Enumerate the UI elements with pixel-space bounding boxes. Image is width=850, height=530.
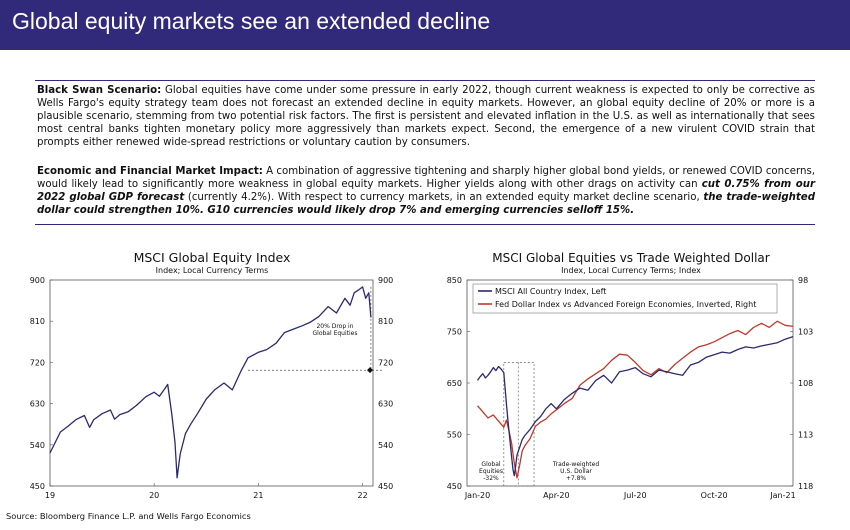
chart1-y-left-tick-4: 810	[30, 317, 45, 326]
chart1-y-left-tick-1: 540	[30, 441, 45, 450]
chart1-y-left-tick-2: 630	[30, 400, 45, 409]
chart1-y-right-tick-4: 810	[378, 317, 393, 326]
chart2-annotation-left-line-2: Equities	[479, 468, 503, 475]
chart1-y-right-tick-1: 540	[378, 441, 393, 450]
chart1-annotation-line-2: Global Equities	[313, 330, 358, 337]
chart1-series-line-0	[49, 286, 372, 479]
chart2-x-axis: Jan-20 Apr-20 Jul-20 Oct-20 Jan-21	[464, 491, 796, 500]
chart2-series-line-1	[477, 320, 794, 479]
paragraph-market-impact-body1: A combination of aggressive tightening a…	[37, 166, 815, 191]
chart1-x-tick-0: 19	[45, 491, 55, 500]
chart2-annotation-right-line-3: +7.8%	[566, 475, 587, 482]
chart-msci-global-equity: MSCI Global Equity Index Index; Local Cu…	[30, 250, 394, 500]
chart1-x-axis: 19 20 21 22	[45, 483, 368, 500]
legend-label-fed-dollar: Fed Dollar Index vs Advanced Foreign Eco…	[495, 300, 756, 309]
chart2-subtitle: Index, Local Currency Terms; Index	[561, 266, 701, 275]
paragraph-black-swan-lead: Black Swan Scenario:	[37, 85, 162, 96]
chart1-annotation: 20% Drop in Global Equities	[247, 286, 384, 374]
paragraph-black-swan-body: Global equities have come under some pre…	[37, 85, 815, 149]
chart2-y-right-tick-0: 98	[798, 276, 808, 285]
chart2-y-axis-left: 450 550 650 750 850	[447, 276, 470, 491]
page-title: Global equity markets see an extended de…	[12, 8, 491, 34]
bottom-divider	[35, 224, 815, 225]
chart1-y-axis-left: 450 540 630 720 810 900	[30, 276, 53, 491]
chart1-x-tick-2: 21	[253, 491, 263, 500]
chart2-x-tick-4: Jan-21	[769, 491, 795, 500]
chart1-y-right-tick-5: 900	[378, 276, 393, 285]
chart1-annotation-line-1: 20% Drop in	[316, 323, 353, 330]
gdp-cut-emphasis: cut 0.75% from our 2022 global GDP forec…	[37, 179, 815, 204]
chart1-y-axis-right: 450 540 630 720 810 900	[378, 276, 393, 491]
chart2-y-right-tick-4: 118	[798, 482, 813, 491]
chart2-y-axis-right: 98 103 108 113 118	[790, 276, 813, 491]
chart2-x-tick-3: Oct-20	[701, 491, 728, 500]
chart2-y-left-tick-1: 550	[447, 431, 462, 440]
paragraph-market-impact-lead: Economic and Financial Market Impact:	[37, 166, 263, 177]
chart2-annotation-left-line-1: Global	[481, 461, 500, 468]
chart1-projected-point	[367, 367, 373, 374]
chart1-y-right-tick-2: 630	[378, 400, 393, 409]
currency-emphasis: the trade-weighted dollar could strength…	[37, 192, 816, 217]
source-note: Source: Bloomberg Finance L.P. and Wells…	[6, 511, 251, 521]
chart2-y-left-tick-4: 850	[447, 276, 462, 285]
chart2-y-right-tick-2: 108	[798, 379, 813, 388]
chart2-y-left-tick-0: 450	[447, 482, 462, 491]
chart2-annotation-right: Trade-weighted U.S. Dollar +7.8%	[552, 461, 600, 482]
chart2-series-line-0	[476, 335, 794, 477]
chart1-subtitle: Index; Local Currency Terms	[156, 266, 269, 275]
chart1-series	[49, 286, 372, 479]
chart2-x-tick-0: Jan-20	[464, 491, 490, 500]
chart2-title: MSCI Global Equities vs Trade Weighted D…	[492, 251, 769, 265]
chart2-y-right-tick-1: 103	[798, 328, 813, 337]
chart2-annotation-left-line-3: -32%	[483, 475, 499, 482]
chart1-y-left-tick-5: 900	[30, 276, 45, 285]
chart2-y-left-tick-3: 750	[447, 328, 462, 337]
chart2-legend	[472, 283, 778, 314]
paragraph-market-impact: Economic and Financial Market Impact: A …	[37, 165, 815, 217]
chart2-annotation-right-line-2: U.S. Dollar	[560, 468, 592, 475]
chart1-y-right-tick-0: 450	[378, 482, 393, 491]
chart1-x-tick-1: 20	[149, 491, 159, 500]
chart1-frame	[49, 279, 374, 487]
chart2-x-tick-2: Jul-20	[623, 491, 647, 500]
chart1-y-right-tick-3: 720	[378, 358, 393, 367]
chart2-y-right-tick-3: 113	[798, 431, 813, 440]
chart2-annotation-left: Global Equities -32%	[479, 461, 503, 482]
chart2-series	[476, 320, 794, 487]
chart1-title: MSCI Global Equity Index	[134, 250, 291, 265]
chart1-y-left-tick-3: 720	[30, 358, 45, 367]
chart2-annotation-right-line-1: Trade-weighted	[552, 461, 600, 468]
chart2-x-tick-1: Apr-20	[543, 491, 569, 500]
paragraph-market-impact-body2: (currently 4.2%). With respect to curren…	[184, 192, 704, 204]
chart1-y-left-tick-0: 450	[30, 482, 45, 491]
chart2-y-left-tick-2: 650	[447, 379, 462, 388]
legend-label-msci: MSCI All Country Index, Left	[495, 287, 606, 296]
title-bar: Global equity markets see an extended de…	[0, 0, 850, 50]
chart1-x-tick-3: 22	[357, 491, 367, 500]
top-divider	[35, 80, 815, 81]
chart-equities-vs-dollar: MSCI Global Equities vs Trade Weighted D…	[447, 251, 814, 500]
paragraph-black-swan: Black Swan Scenario: Global equities hav…	[37, 84, 815, 149]
